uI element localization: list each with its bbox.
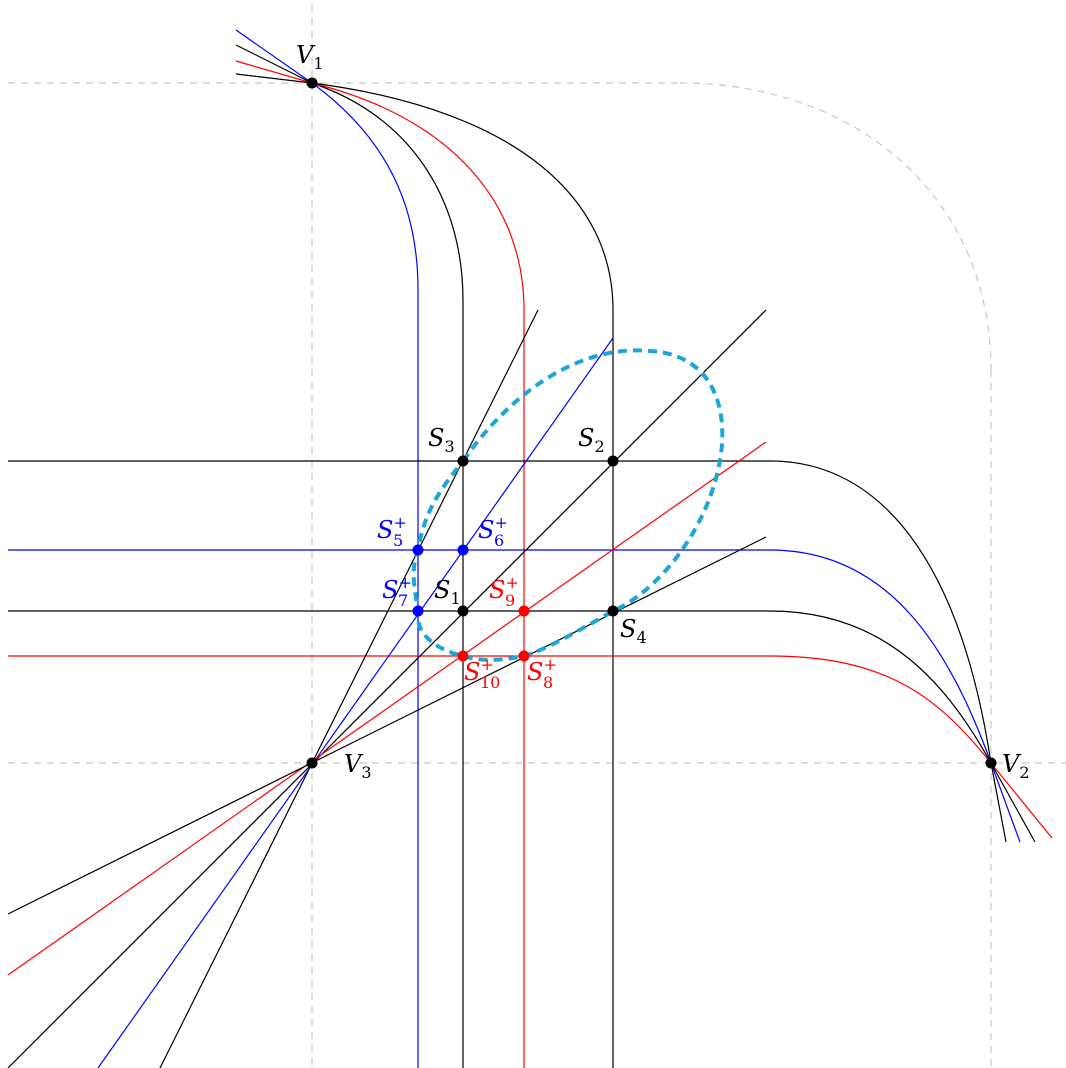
v1-curves [235,29,614,1068]
label-v2: V2 [1002,750,1030,782]
point-s1 [457,605,469,617]
v2-curve-black-1 [8,460,1007,843]
label-s10: S+ 10 [464,655,500,692]
label-s1: S1 [434,576,461,608]
label-s6: S+ 6 [478,513,508,550]
label-s8: S+ 8 [527,655,557,692]
v1-curve-red [235,60,525,1068]
guide-lines [8,5,1066,1068]
v1-curve-black-2 [235,73,614,1068]
v2-curve-blue [8,549,1021,843]
label-s3: S3 [428,424,455,456]
point-s5 [412,544,424,556]
label-s4: S4 [620,615,647,647]
label-s9: S+ 9 [489,573,519,610]
v3-rays [7,309,767,1068]
v3-ray-black-diag [7,309,767,1068]
point-s6 [457,544,469,556]
v3-ray-black-steep [159,309,539,1068]
v3-ray-blue [97,337,614,1068]
point-v1 [306,77,318,89]
points [306,77,997,769]
v3-ray-black-shallow [7,536,767,915]
conic-ellipse [411,348,725,662]
label-s5: S+ 5 [377,513,407,550]
labels: V1 V2 V3 S1 S2 S3 S4 S+ 5 S+ 6 S+ 7 S+ 8 [296,41,1030,782]
point-s3 [457,455,469,467]
v1-curve-blue [235,29,419,1068]
label-v1: V1 [296,41,324,73]
v1-curve-black-1 [235,44,464,1068]
point-s8 [518,650,530,662]
v2-curve-black-2 [8,610,1036,843]
point-s9 [518,605,530,617]
point-s7 [412,605,424,617]
label-s7: S+ 7 [382,573,412,610]
point-s4 [607,605,619,617]
point-s2 [607,455,619,467]
v2-curve-red [8,655,1053,839]
guide-arc [679,82,992,371]
label-s2: S2 [578,424,605,456]
v2-curves [8,460,1053,843]
v3-ray-red [7,441,767,976]
label-v3: V3 [344,750,372,782]
point-v3 [306,757,318,769]
point-s10 [457,650,469,662]
point-v2 [985,757,997,769]
